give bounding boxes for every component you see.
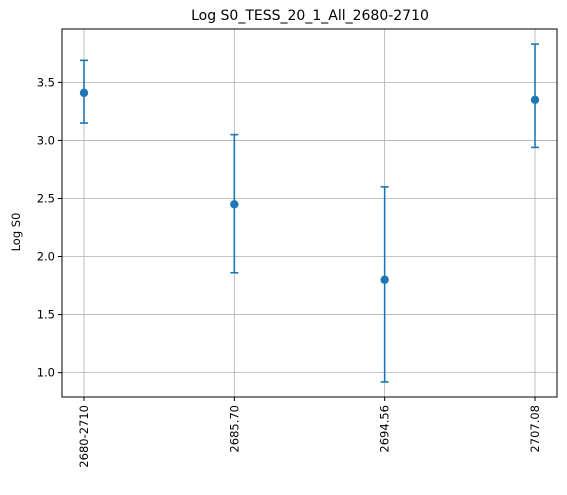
y-tick-label: 1.0 (37, 366, 55, 380)
axes: 1.0 1.5 2.0 2.5 3.0 3.5 2680-2710 2685.70 2694.5… (37, 28, 558, 468)
data-series (79, 43, 540, 383)
plot-frame (61, 28, 558, 398)
grid (62, 29, 557, 397)
data-point (530, 95, 540, 105)
x-tick-label: 2694.56 (378, 405, 392, 453)
chart-title: Log S0_TESS_20_1_All_2680-2710 (191, 8, 429, 24)
x-tick-label: 2707.08 (528, 405, 542, 453)
data-point (380, 275, 389, 284)
data-point (230, 200, 239, 209)
x-tick-label: 2685.70 (227, 405, 241, 453)
y-tick-label: 2.5 (37, 191, 55, 205)
y-tick-label: 1.5 (37, 308, 55, 322)
y-axis-label: Log S0 (9, 213, 23, 252)
y-tick-label: 3.5 (37, 75, 55, 89)
y-tick-label: 3.0 (37, 133, 55, 147)
x-tick-label: 2680-2710 (77, 405, 91, 468)
y-tick-label: 2.0 (37, 250, 55, 264)
data-point (79, 88, 89, 98)
